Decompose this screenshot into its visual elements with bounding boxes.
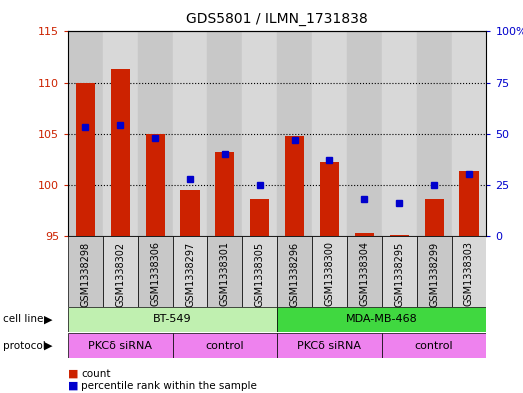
Bar	[347, 31, 382, 236]
Bar	[320, 162, 339, 236]
Text: count: count	[81, 369, 110, 379]
Bar	[417, 236, 451, 307]
Text: BT-549: BT-549	[153, 314, 192, 324]
Text: GSM1338303: GSM1338303	[464, 241, 474, 307]
Text: PKCδ siRNA: PKCδ siRNA	[298, 341, 361, 351]
Bar	[451, 31, 486, 236]
Bar	[277, 31, 312, 236]
Text: GSM1338306: GSM1338306	[150, 241, 160, 307]
Bar	[68, 236, 103, 307]
Bar	[68, 333, 173, 358]
Text: ▶: ▶	[44, 314, 53, 324]
Bar	[277, 307, 486, 332]
Bar	[76, 83, 95, 236]
Bar	[347, 236, 382, 307]
Text: GSM1338304: GSM1338304	[359, 241, 369, 307]
Bar	[250, 199, 269, 236]
Bar	[355, 233, 374, 236]
Bar	[138, 31, 173, 236]
Text: control: control	[206, 341, 244, 351]
Bar	[103, 31, 138, 236]
Bar	[208, 31, 242, 236]
Text: ■: ■	[68, 369, 78, 379]
Bar	[277, 333, 382, 358]
Text: GSM1338300: GSM1338300	[324, 241, 335, 307]
Bar	[242, 31, 277, 236]
Bar	[68, 31, 103, 236]
Bar	[138, 236, 173, 307]
Bar	[425, 199, 444, 236]
Bar	[145, 134, 165, 236]
Bar	[285, 136, 304, 236]
Text: protocol: protocol	[3, 341, 46, 351]
Text: GSM1338296: GSM1338296	[290, 241, 300, 307]
Text: GSM1338302: GSM1338302	[115, 241, 126, 307]
Bar	[103, 236, 138, 307]
Bar	[382, 333, 486, 358]
Text: GSM1338299: GSM1338299	[429, 241, 439, 307]
Text: MDA-MB-468: MDA-MB-468	[346, 314, 418, 324]
Bar	[382, 236, 417, 307]
Text: GSM1338301: GSM1338301	[220, 241, 230, 307]
Text: ▶: ▶	[44, 341, 53, 351]
Text: GDS5801 / ILMN_1731838: GDS5801 / ILMN_1731838	[186, 12, 368, 26]
Bar	[173, 236, 208, 307]
Bar	[215, 152, 234, 236]
Text: control: control	[415, 341, 453, 351]
Bar	[451, 236, 486, 307]
Text: percentile rank within the sample: percentile rank within the sample	[81, 381, 257, 391]
Bar	[180, 190, 200, 236]
Bar	[111, 69, 130, 236]
Bar	[390, 235, 409, 236]
Text: GSM1338297: GSM1338297	[185, 241, 195, 307]
Bar	[208, 236, 242, 307]
Bar	[242, 236, 277, 307]
Text: GSM1338305: GSM1338305	[255, 241, 265, 307]
Bar	[277, 236, 312, 307]
Bar	[312, 236, 347, 307]
Text: ■: ■	[68, 381, 78, 391]
Text: cell line: cell line	[3, 314, 43, 324]
Text: GSM1338298: GSM1338298	[81, 241, 90, 307]
Bar	[459, 171, 479, 236]
Bar	[382, 31, 417, 236]
Bar	[173, 31, 208, 236]
Text: GSM1338295: GSM1338295	[394, 241, 404, 307]
Bar	[68, 307, 277, 332]
Bar	[417, 31, 451, 236]
Text: PKCδ siRNA: PKCδ siRNA	[88, 341, 152, 351]
Bar	[312, 31, 347, 236]
Bar	[173, 333, 277, 358]
